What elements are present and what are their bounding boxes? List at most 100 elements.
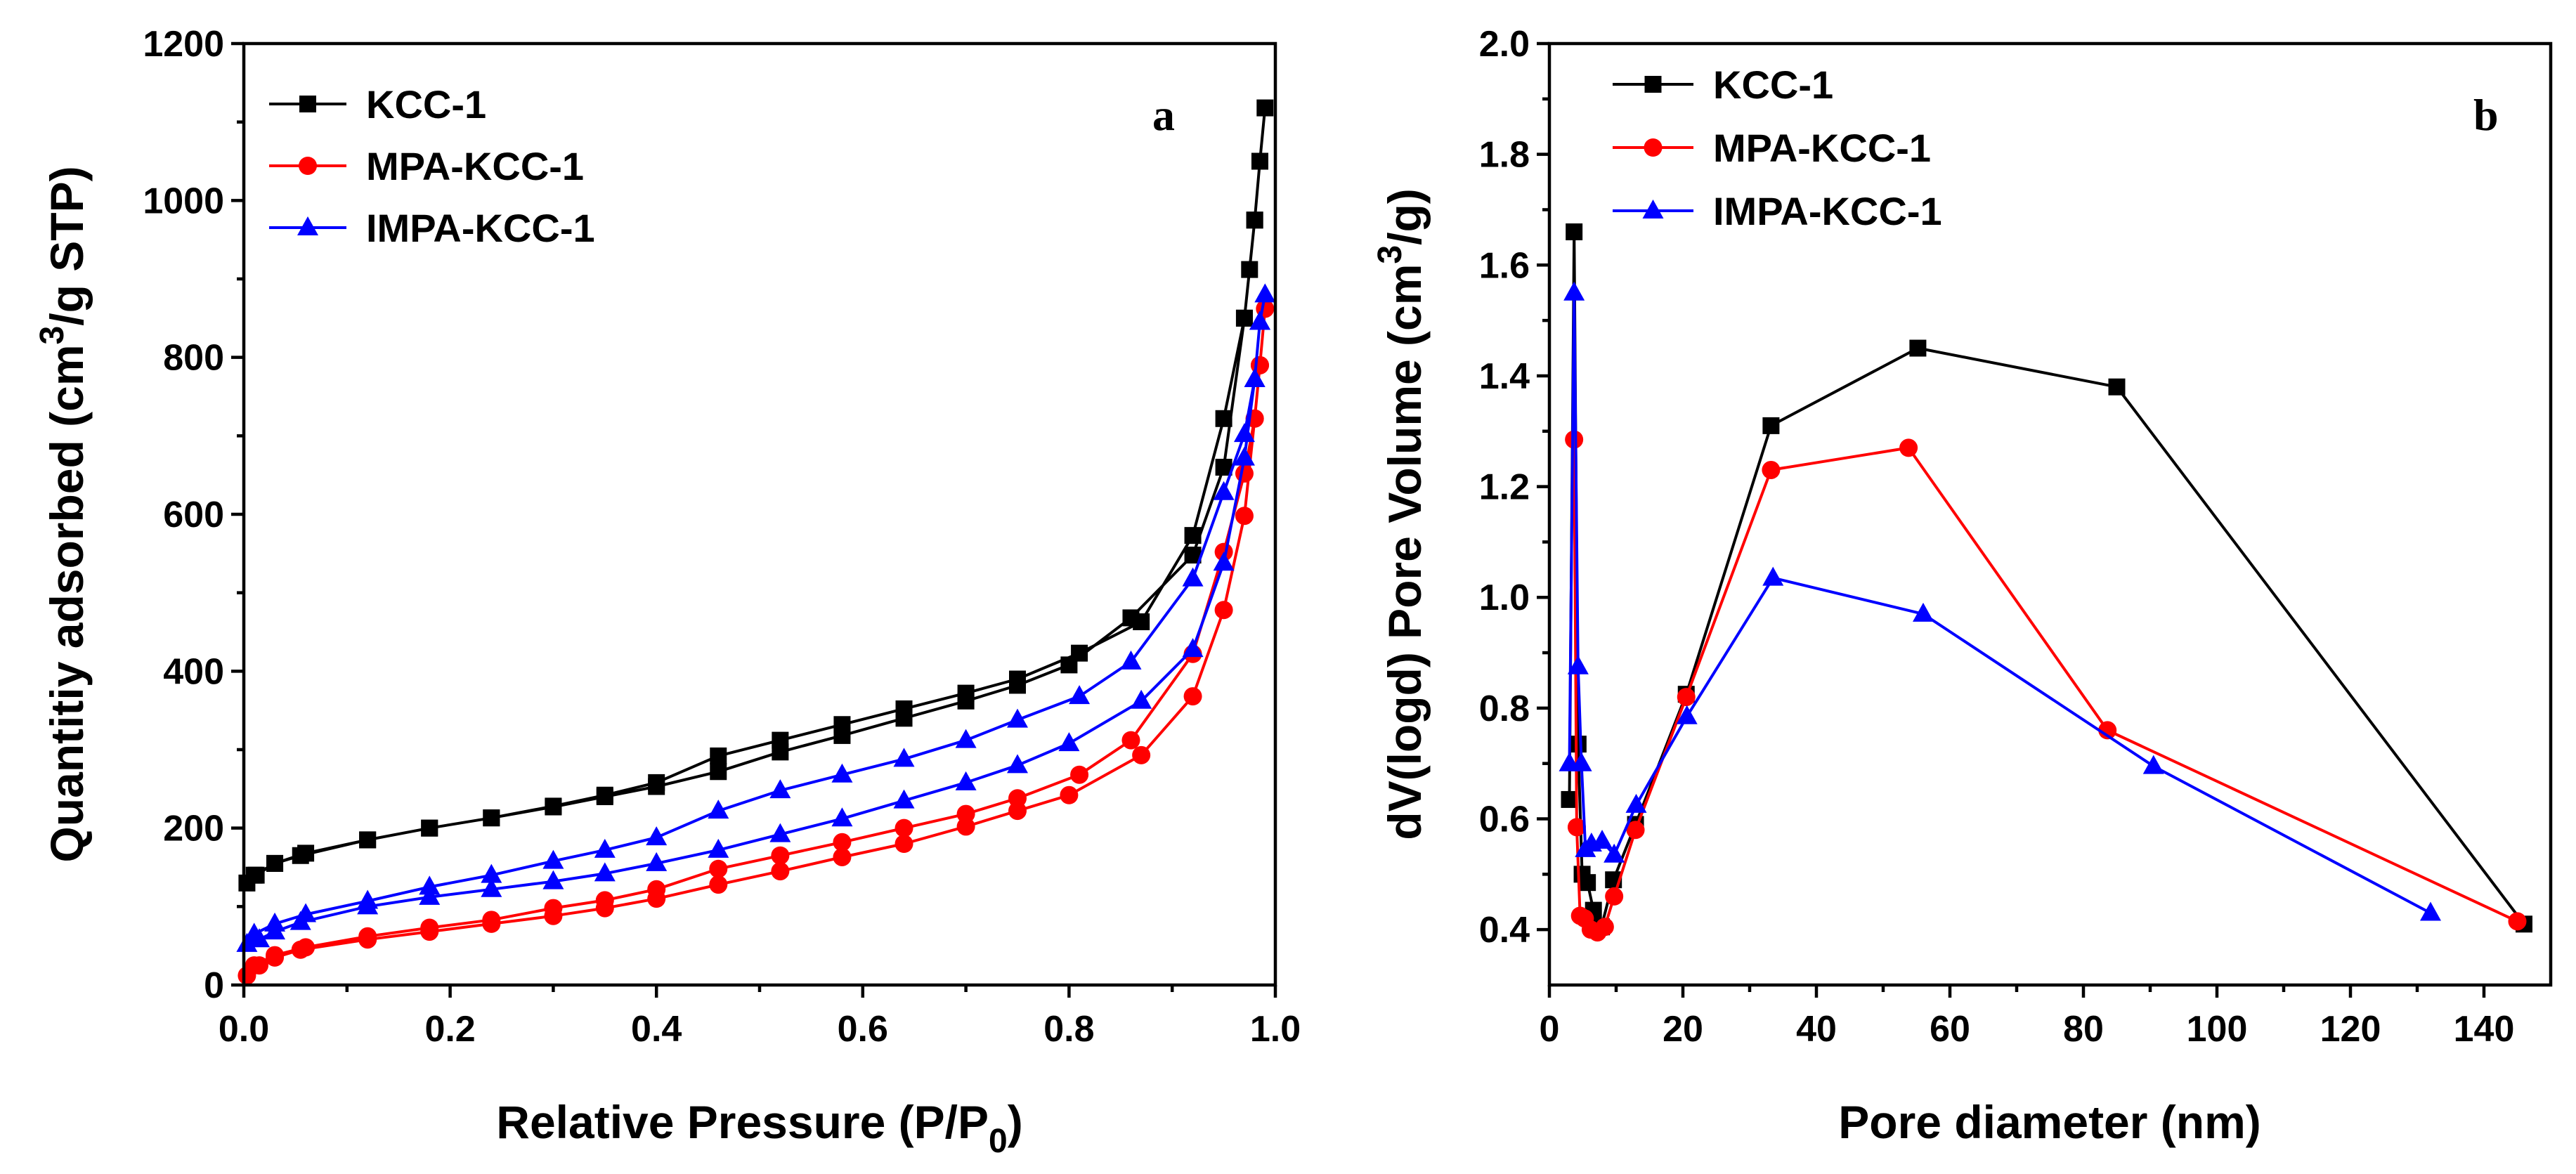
y-tick-label: 1.6: [1479, 245, 1530, 286]
data-point-impa-kcc-1: [1007, 708, 1028, 728]
data-point-impa-kcc-1: [769, 779, 791, 799]
legend-marker: [1642, 200, 1664, 219]
legend-label: IMPA-KCC-1: [1713, 189, 1942, 233]
data-point-mpa-kcc-1: [771, 862, 790, 881]
data-point-kcc-1: [297, 844, 315, 862]
data-point-mpa-kcc-1: [1214, 601, 1233, 620]
data-point-kcc-1: [266, 854, 284, 872]
data-point-mpa-kcc-1: [2098, 721, 2117, 740]
data-point-mpa-kcc-1: [1183, 687, 1202, 706]
data-point-mpa-kcc-1: [482, 911, 501, 930]
panel-a-y-ticks: 0 200 400 600 800 1000 1200: [143, 24, 244, 1006]
y-tick-label: 0.4: [1479, 910, 1530, 951]
data-point-impa-kcc-1: [646, 826, 668, 846]
x-tick-label: 1.0: [1250, 1009, 1301, 1050]
data-point-mpa-kcc-1: [1762, 460, 1781, 479]
data-point-impa-kcc-1: [646, 852, 668, 871]
legend-label: KCC-1: [366, 82, 486, 126]
legend-item-kcc-1: KCC-1: [269, 82, 486, 126]
legend-label: IMPA-KCC-1: [366, 206, 595, 250]
data-point-impa-kcc-1: [893, 789, 915, 809]
data-point-mpa-kcc-1: [1121, 731, 1140, 750]
data-point-impa-kcc-1: [1254, 283, 1276, 303]
data-point-impa-kcc-1: [708, 838, 729, 858]
data-point-impa-kcc-1: [1233, 423, 1255, 443]
data-point-impa-kcc-1: [955, 771, 977, 790]
x-tick-label: 120: [2320, 1009, 2381, 1050]
data-point-kcc-1: [596, 786, 613, 804]
panel-b-pore-distribution-chart: 0 20 40 60 80 100 120 140 0.4 0.6 0.8 1.0 1.2 1.4 1.6…: [1372, 24, 2553, 1148]
data-point-impa-kcc-1: [708, 800, 729, 819]
y-tick-label: 0.6: [1479, 800, 1530, 840]
x-tick-label: 0.8: [1043, 1009, 1094, 1050]
data-point-impa-kcc-1: [542, 870, 564, 889]
data-point-mpa-kcc-1: [420, 918, 439, 937]
data-point-impa-kcc-1: [481, 878, 502, 897]
data-point-impa-kcc-1: [1120, 650, 1142, 670]
data-point-kcc-1: [1009, 670, 1026, 688]
data-point-impa-kcc-1: [419, 875, 441, 895]
data-point-kcc-1: [1235, 309, 1253, 327]
data-point-kcc-1: [1133, 613, 1150, 630]
data-point-kcc-1: [359, 831, 377, 849]
data-point-mpa-kcc-1: [833, 833, 852, 852]
panel-a-x-axis-title: Relative Pressure (P/P0): [496, 1096, 1022, 1160]
data-point-mpa-kcc-1: [956, 804, 975, 823]
legend-label: KCC-1: [1713, 63, 1833, 107]
panel-a-series-layer: [236, 99, 1276, 985]
legend-marker: [1644, 76, 1662, 93]
series-line-mpa-kcc-1: [1573, 439, 2518, 934]
y-tick-label: 2.0: [1479, 24, 1530, 65]
data-point-impa-kcc-1: [243, 922, 265, 942]
y-tick-label: 600: [163, 495, 224, 535]
y-tick-label: 1200: [143, 24, 224, 65]
panel-a-letter: a: [1152, 90, 1175, 140]
data-point-kcc-1: [710, 763, 727, 781]
series-line-impa-kcc-1: [246, 293, 1267, 946]
y-tick-label: 800: [163, 338, 224, 379]
data-point-impa-kcc-1: [955, 729, 977, 748]
data-point-mpa-kcc-1: [1060, 785, 1079, 804]
x-tick-label: 0.0: [219, 1009, 269, 1050]
data-point-kcc-1: [1579, 874, 1596, 892]
data-point-mpa-kcc-1: [647, 880, 666, 899]
panel-b-series-layer: [1559, 223, 2532, 942]
y-tick-label: 1000: [143, 181, 224, 221]
legend-item-mpa-kcc-1: MPA-KCC-1: [1613, 126, 1931, 170]
data-point-impa-kcc-1: [594, 862, 616, 882]
data-point-kcc-1: [1215, 410, 1232, 427]
series-impa-kcc-1: [1559, 281, 2441, 921]
panel-a-legend: KCC-1 MPA-KCC-1 IMPA-KCC-1: [269, 82, 595, 250]
data-point-kcc-1: [2108, 378, 2126, 396]
data-point-impa-kcc-1: [2142, 755, 2164, 774]
data-point-kcc-1: [895, 700, 913, 717]
legend-item-impa-kcc-1: IMPA-KCC-1: [1613, 189, 1942, 233]
data-point-mpa-kcc-1: [297, 938, 316, 957]
panel-a-y-axis-title: Quantitiy adsorbed (cm3/g STP): [34, 166, 93, 862]
data-point-mpa-kcc-1: [266, 946, 285, 965]
data-point-mpa-kcc-1: [544, 899, 563, 918]
data-point-impa-kcc-1: [481, 863, 502, 883]
series-mpa-kcc-1: [1565, 430, 2527, 942]
data-point-mpa-kcc-1: [1567, 818, 1586, 837]
data-point-mpa-kcc-1: [709, 875, 728, 894]
data-point-mpa-kcc-1: [245, 956, 264, 975]
x-tick-label: 140: [2454, 1009, 2515, 1050]
data-point-kcc-1: [483, 809, 500, 827]
x-tick-label: 0.6: [838, 1009, 888, 1050]
data-point-impa-kcc-1: [2420, 901, 2441, 921]
data-point-impa-kcc-1: [1069, 685, 1091, 705]
series-kcc-1: [1561, 223, 2532, 936]
data-point-kcc-1: [1246, 211, 1263, 229]
data-point-impa-kcc-1: [893, 748, 915, 767]
legend-marker: [297, 216, 318, 235]
panel-b-x-axis-title: Pore diameter (nm): [1838, 1096, 2260, 1148]
y-tick-label: 1.2: [1479, 467, 1530, 508]
data-point-impa-kcc-1: [769, 823, 791, 842]
data-point-impa-kcc-1: [1567, 655, 1589, 674]
x-tick-label: 100: [2187, 1009, 2248, 1050]
data-point-kcc-1: [710, 747, 727, 764]
data-point-impa-kcc-1: [1244, 367, 1266, 387]
data-point-impa-kcc-1: [1233, 446, 1255, 466]
panel-b-plot-frame: [1547, 41, 2553, 987]
